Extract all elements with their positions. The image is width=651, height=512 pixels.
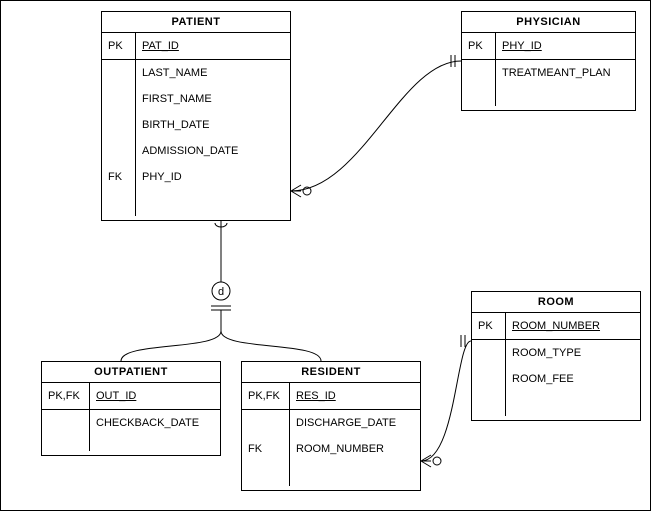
key-column: PK,FK FK [242, 383, 290, 486]
entity-title: RESIDENT [242, 362, 420, 383]
key-cell [472, 366, 505, 392]
entity-body: PK FK PAT_ID LAST_NAME FIRST_NAME BIRTH_… [102, 33, 290, 216]
entity-room: ROOM PK ROOM_NUMBER ROOM_TYPE ROOM_FEE [471, 291, 641, 421]
connector-patient-physician [291, 61, 461, 191]
key-cell: PK [102, 33, 135, 59]
key-cell: PK [472, 313, 505, 339]
entity-body: PK PHY_ID TREATMEANT_PLAN [462, 33, 635, 106]
key-cell: PK,FK [42, 383, 89, 409]
attr-cell: CHECKBACK_DATE [90, 409, 220, 436]
key-cell [102, 138, 135, 164]
entity-physician: PHYSICIAN PK PHY_ID TREATMEANT_PLAN [461, 11, 636, 111]
attr-cell: ROOM_NUMBER [290, 436, 420, 462]
entity-patient: PATIENT PK FK PAT_ID LAST_NAME FIRST_NAM… [101, 11, 291, 221]
key-cell [472, 339, 505, 366]
attr-cell: LAST_NAME [136, 59, 290, 86]
key-column: PK [472, 313, 506, 416]
attr-cell: RES_ID [290, 383, 420, 409]
key-cell: PK [462, 33, 495, 59]
attr-cell: ROOM_TYPE [506, 339, 640, 366]
entity-title: ROOM [472, 292, 640, 313]
attr-cell: TREATMEANT_PLAN [496, 59, 635, 86]
key-cell [462, 59, 495, 86]
connector-resident-room [421, 341, 471, 461]
attr-column: RES_ID DISCHARGE_DATE ROOM_NUMBER [290, 383, 420, 486]
key-cell: FK [102, 164, 135, 190]
attr-cell: DISCHARGE_DATE [290, 409, 420, 436]
attr-cell: ROOM_NUMBER [506, 313, 640, 339]
key-column: PK FK [102, 33, 136, 216]
attr-cell: ADMISSION_DATE [136, 138, 290, 164]
inheritance-branch-resident [221, 331, 321, 361]
attr-cell: PHY_ID [496, 33, 635, 59]
key-cell [102, 112, 135, 138]
entity-body: PK,FK OUT_ID CHECKBACK_DATE [42, 383, 220, 451]
key-cell [102, 59, 135, 86]
attr-cell: OUT_ID [90, 383, 220, 409]
attr-cell: FIRST_NAME [136, 86, 290, 112]
attr-cell: ROOM_FEE [506, 366, 640, 392]
key-column: PK,FK [42, 383, 90, 451]
entity-title: OUTPATIENT [42, 362, 220, 383]
er-canvas: PATIENT PK FK PAT_ID LAST_NAME FIRST_NAM… [0, 0, 651, 511]
entity-body: PK,FK FK RES_ID DISCHARGE_DATE ROOM_NUMB… [242, 383, 420, 486]
attr-column: PHY_ID TREATMEANT_PLAN [496, 33, 635, 106]
attr-column: OUT_ID CHECKBACK_DATE [90, 383, 220, 451]
attr-cell: BIRTH_DATE [136, 112, 290, 138]
key-cell [242, 409, 289, 436]
key-column: PK [462, 33, 496, 106]
disjoint-label: d [218, 286, 224, 298]
key-cell: PK,FK [242, 383, 289, 409]
entity-outpatient: OUTPATIENT PK,FK OUT_ID CHECKBACK_DATE [41, 361, 221, 456]
key-cell: FK [242, 436, 289, 462]
attr-column: PAT_ID LAST_NAME FIRST_NAME BIRTH_DATE A… [136, 33, 290, 216]
attr-column: ROOM_NUMBER ROOM_TYPE ROOM_FEE [506, 313, 640, 416]
key-cell [42, 409, 89, 436]
entity-title: PHYSICIAN [462, 12, 635, 33]
entity-title: PATIENT [102, 12, 290, 33]
disjoint-circle-icon [212, 282, 230, 300]
key-cell [102, 86, 135, 112]
attr-cell: PHY_ID [136, 164, 290, 190]
entity-body: PK ROOM_NUMBER ROOM_TYPE ROOM_FEE [472, 313, 640, 416]
entity-resident: RESIDENT PK,FK FK RES_ID DISCHARGE_DATE … [241, 361, 421, 491]
attr-cell: PAT_ID [136, 33, 290, 59]
inheritance-branch-outpatient [121, 331, 221, 361]
